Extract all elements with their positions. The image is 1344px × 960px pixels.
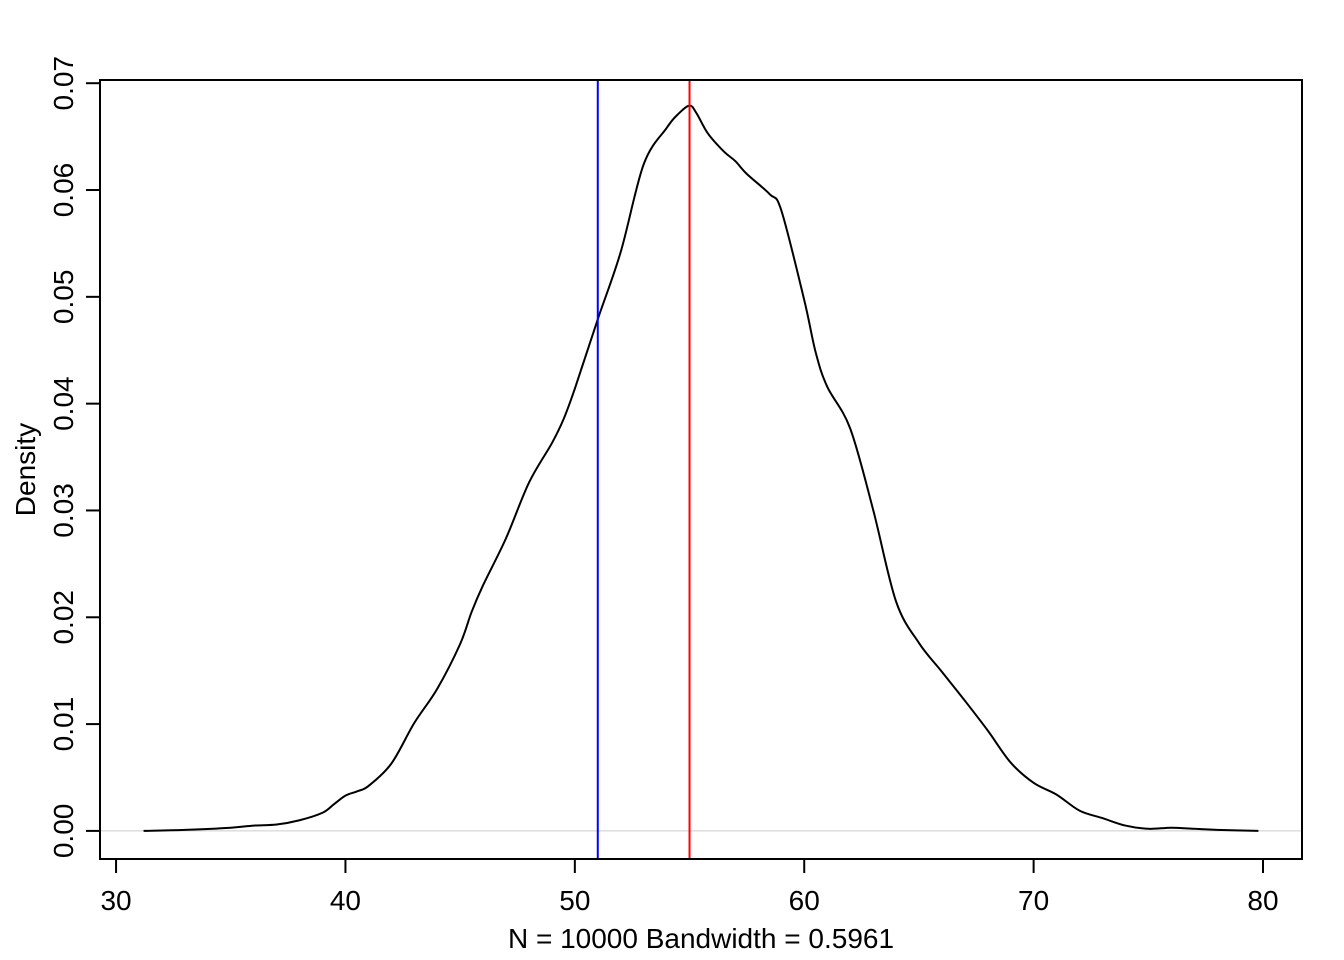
vline-layer (596, 80, 691, 859)
series-layer (143, 104, 1259, 832)
x-tick-label: 30 (100, 885, 131, 916)
x-tick-label: 50 (559, 885, 590, 916)
x-axis-title: N = 10000 Bandwidth = 0.5961 (508, 923, 894, 954)
y-tick-label: 0.05 (48, 270, 79, 325)
x-tick-label: 70 (1018, 885, 1049, 916)
y-tick-label: 0.06 (48, 163, 79, 218)
y-tick-label: 0.01 (48, 697, 79, 752)
y-tick-label: 0.00 (48, 804, 79, 859)
plot-frame (99, 79, 1303, 860)
x-tick-label: 40 (330, 885, 361, 916)
x-axis: 30 40 50 60 70 80 (100, 858, 1279, 916)
x-tick-label: 80 (1247, 885, 1278, 916)
y-tick-label: 0.04 (48, 376, 79, 431)
y-tick-label: 0.02 (48, 590, 79, 645)
y-tick-label: 0.07 (48, 56, 79, 111)
y-tick-label: 0.03 (48, 483, 79, 538)
x-tick-label: 60 (789, 885, 820, 916)
density-curve-0 (143, 104, 1259, 832)
y-axis: 0.00 0.01 0.02 0.03 0.04 0.05 0.06 0.07 (48, 56, 101, 859)
y-axis-title: Density (10, 423, 41, 516)
